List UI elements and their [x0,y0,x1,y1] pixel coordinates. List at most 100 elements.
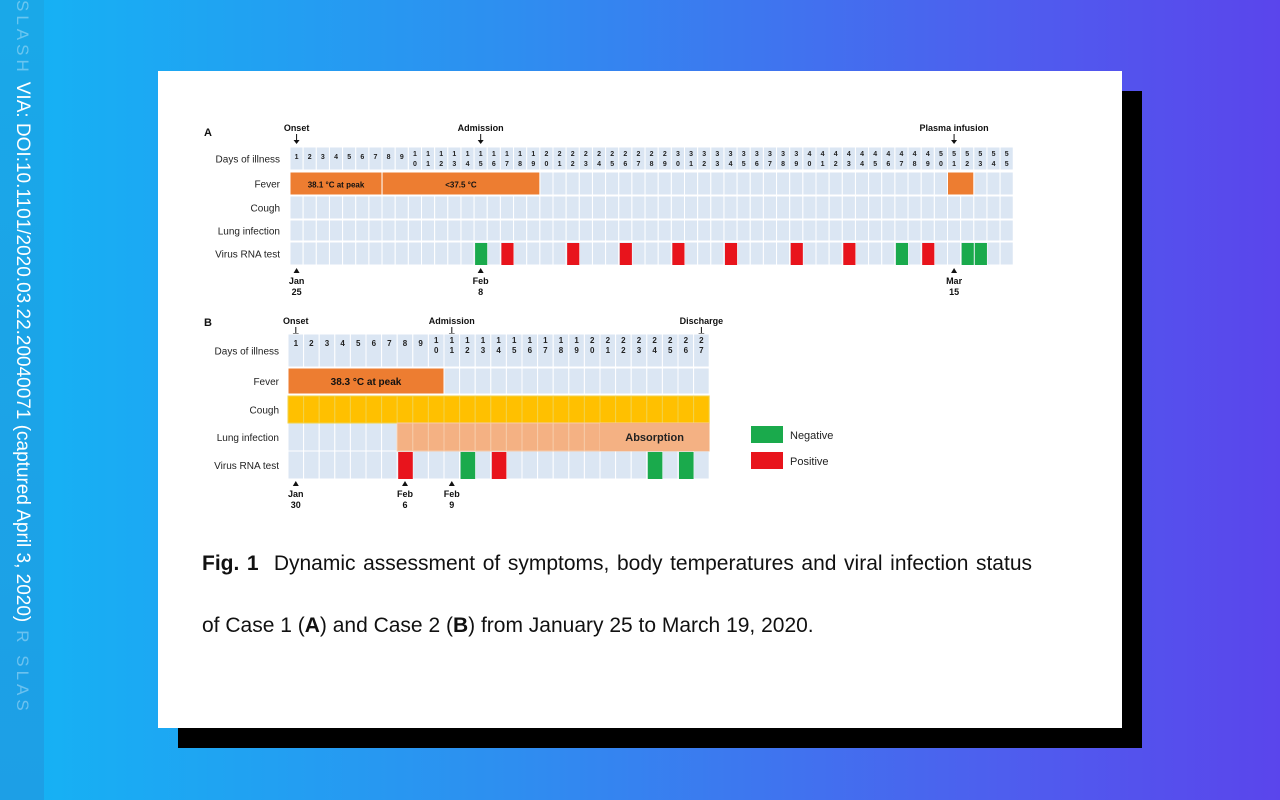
panel-a-date-month-0: Jan [289,276,305,286]
panel-a-day-digit-tens: 1 [505,151,509,158]
panel-a-cell [369,242,382,265]
panel-a-row-label-0: Days of illness [216,155,280,166]
panel-b-cough-cell [397,396,413,423]
panel-a-day-digit-tens: 3 [729,151,733,158]
panel-a-cell [685,220,698,241]
panel-a-cell [645,172,658,195]
panel-a-cell [803,172,816,195]
panel-b-day-digit-ones: 0 [434,346,439,355]
panel-a-day-digit-ones: 2 [834,161,838,168]
caption-text-2: ) and Case 2 ( [320,614,453,637]
panel-a-cell [685,172,698,195]
panel-a-day-digit-ones: 6 [623,161,627,168]
panel-b-day-digit-ones: 7 [699,346,704,355]
panel-a-date-day-0: 25 [292,287,302,297]
panel-a-cell [724,172,737,195]
panel-a-date-arrow-0-head [294,268,300,273]
panel-a-cell [461,242,474,265]
panel-a-virus-test-positive [672,243,684,265]
panel-a-cell [500,220,513,241]
panel-a-day-digit-ones: 4 [992,161,996,168]
panel-a-day-digit-tens: 3 [715,151,719,158]
panel-a-virus-test-negative [896,243,908,265]
panel-b-cell [694,368,710,394]
panel-a-cell [566,220,579,241]
panel-b-lung-cell [506,423,522,451]
panel-b-cough-cell [506,396,522,423]
panel-a-cell [816,220,829,241]
panel-b-cell [444,451,460,479]
panel-a-cell [671,172,684,195]
panel-a-day-digit-ones: 2 [702,161,706,168]
panel-b-cough-cell [366,396,382,423]
panel-a-day-digit-tens: 1 [466,151,470,158]
legend-label-negative: Negative [790,430,833,442]
panel-a-cell [316,220,329,241]
panel-a-day-digit-ones: 0 [544,161,548,168]
panel-b-date-day-2: 9 [449,500,454,510]
panel-a-day-digit-ones: 5 [1005,161,1009,168]
panel-b-cell [662,368,678,394]
panel-a-event-arrow-2-head [951,140,957,144]
panel-a-virus-test-positive [620,243,632,265]
panel-a-cell [829,196,842,219]
panel-a-day-digit-tens: 5 [978,151,982,158]
panel-a-virus-test-positive [791,243,803,265]
panel-a-cell [474,220,487,241]
panel-b-cell [600,451,616,479]
panel-a-cell [948,196,961,219]
panel-a-day-digit-tens: 2 [663,151,667,158]
panel-a-cell [290,220,303,241]
panel-a-cell [514,196,527,219]
panel-a-day-digit-ones: 5 [873,161,877,168]
panel-a-cell [606,172,619,195]
panel-b-day-digit-ones: 0 [590,346,595,355]
panel-b-day-digit-tens: 1 [512,336,517,345]
panel-a-cell [395,220,408,241]
panel-b-cell [631,451,647,479]
panel-a-cell [908,196,921,219]
panel-a-day-digit-tens: 2 [623,151,627,158]
panel-a-date-arrow-1-head [478,268,484,273]
panel-b-cell [335,423,351,451]
panel-a-cell [816,196,829,219]
panel-b-cell [694,451,710,479]
panel-a-cell [777,196,790,219]
panel-a-day-digit-tens: 1 [531,151,535,158]
panel-a-cell [606,242,619,265]
panel-a-cell [303,196,316,219]
panel-a-cell [987,242,1000,265]
panel-b-cough-cell [382,396,398,423]
panel-b-cell [569,368,585,394]
panel-b-day-digit-ones: 3 [637,346,642,355]
panel-b-lung-cell [413,423,429,451]
panel-a-day-digit-tens: 4 [926,151,930,158]
panel-a-day-digit-tens: 1 [413,151,417,158]
panel-b-day-digit-tens: 2 [684,336,689,345]
panel-a-virus-test-negative [962,243,974,265]
panel-a-cell [711,220,724,241]
panel-a-cell [763,172,776,195]
panel-b-panel-label: B [204,317,212,329]
panel-a-cell [461,196,474,219]
panel-a-cell [895,220,908,241]
panel-a-cell [579,196,592,219]
legend-swatch-negative [751,426,783,443]
panel-a-cell [895,196,908,219]
panel-a-day-digit-ones: 1 [558,161,562,168]
panel-a-row-label-2: Cough [251,204,280,215]
panel-b-lung-cell [553,423,569,451]
panel-a-event-2: Plasma infusion [920,123,989,133]
panel-a-event-1: Admission [458,123,504,133]
panel-a-day-digit-tens: 2 [650,151,654,158]
panel-a-virus-test-positive [501,243,513,265]
panel-a-cell [711,172,724,195]
panel-b-cough-cell [647,396,663,423]
panel-b-cell [288,451,304,479]
panel-a-cell [395,242,408,265]
panel-b-cough-cell [475,396,491,423]
panel-a-event-arrow-1-head [478,140,484,144]
panel-b-cell [616,451,632,479]
panel-a-cell [619,172,632,195]
panel-a-cell [1000,196,1013,219]
